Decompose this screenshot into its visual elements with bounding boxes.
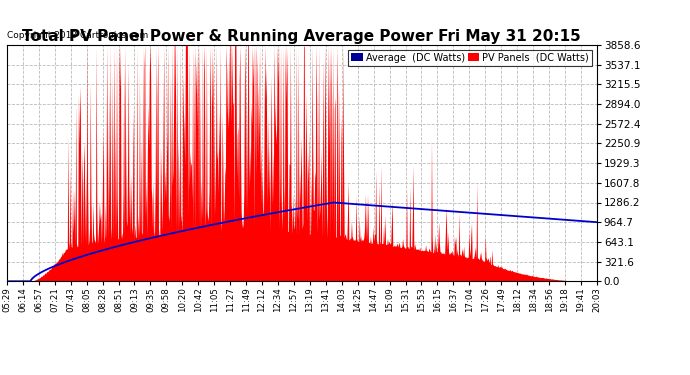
Title: Total PV Panel Power & Running Average Power Fri May 31 20:15: Total PV Panel Power & Running Average P… [23,29,581,44]
Text: Copyright 2013 Cartronics.com: Copyright 2013 Cartronics.com [7,31,148,40]
Legend: Average  (DC Watts), PV Panels  (DC Watts): Average (DC Watts), PV Panels (DC Watts) [348,50,592,66]
